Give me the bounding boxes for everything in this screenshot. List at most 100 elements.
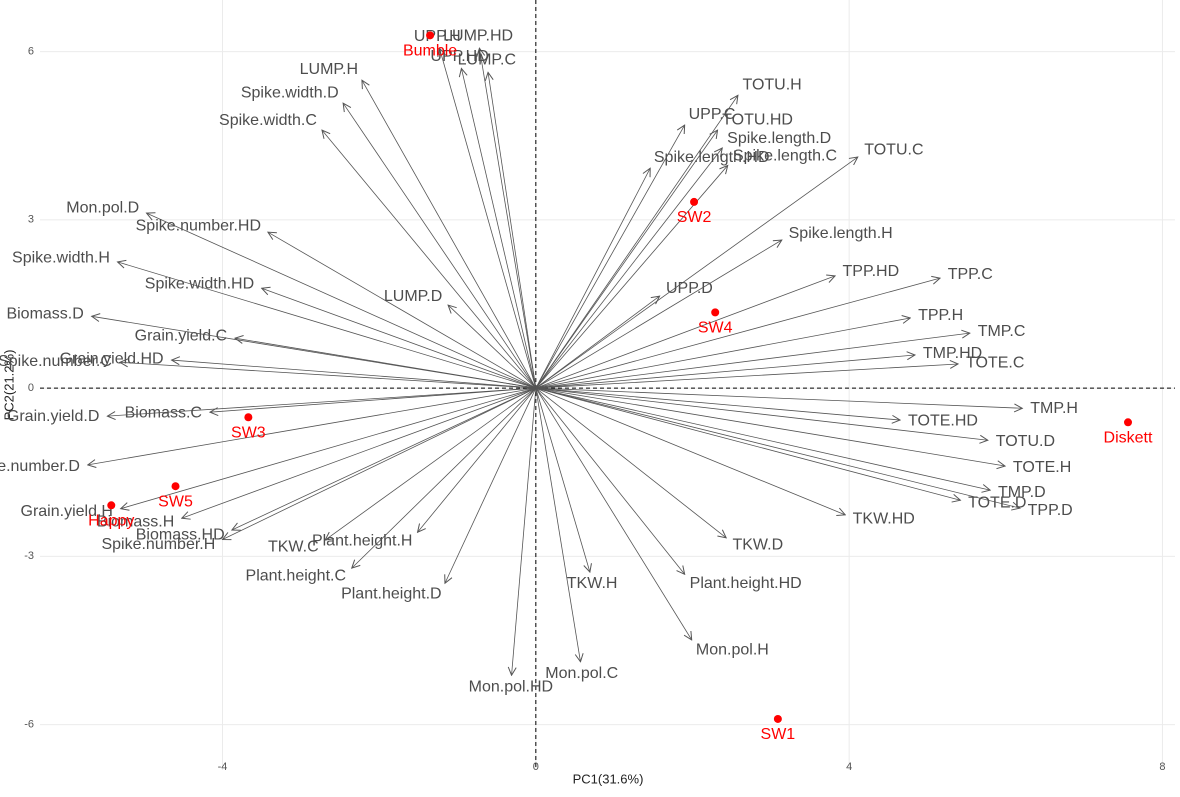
- loading-arrow: [488, 72, 537, 389]
- loading-arrow: [535, 333, 970, 389]
- point-label: SW4: [698, 320, 733, 337]
- arrow-label: Biomass.HD: [136, 526, 225, 543]
- loading-arrow: [210, 387, 536, 412]
- sample-point: [244, 413, 253, 422]
- arrow-label: TOTU.D: [996, 433, 1055, 450]
- loading-arrow: [448, 305, 537, 389]
- arrow-label: TMP.D: [998, 484, 1046, 501]
- loading-arrow: [535, 130, 718, 389]
- point-label: Diskett: [1104, 430, 1153, 447]
- loading-arrow: [262, 288, 536, 389]
- arrow-label: LUMP.C: [458, 52, 516, 69]
- loading-arrow: [268, 232, 537, 389]
- arrow-label: LUMP.HD: [443, 28, 513, 45]
- arrow-label: Spike.length.HD: [654, 149, 770, 166]
- loading-arrow: [535, 125, 685, 389]
- arrow-label: Spike.width.D: [241, 84, 339, 101]
- x-tick-label: 4: [846, 761, 852, 773]
- loading-arrow: [535, 387, 726, 538]
- loading-arrow: [535, 278, 940, 389]
- sample-point: [711, 308, 720, 317]
- arrow-label: TKW.C: [268, 538, 319, 555]
- arrow-label: Spike.width.HD: [145, 275, 254, 292]
- loading-arrow: [120, 362, 536, 389]
- sample-point: [690, 197, 699, 206]
- loading-arrow: [535, 387, 590, 572]
- arrow-label: Grain.yield.H: [21, 503, 113, 520]
- arrow-label: Plant.height.D: [341, 585, 442, 602]
- loading-arrow: [232, 387, 536, 530]
- arrow-label: Mon.pol.C: [545, 665, 618, 682]
- loading-arrow: [535, 387, 990, 490]
- arrow-label: TOTE.HD: [908, 412, 978, 429]
- arrow-label: Biomass.D: [6, 306, 83, 323]
- arrow-label: Spike.length.C: [733, 148, 837, 165]
- loading-arrow: [352, 387, 537, 568]
- loading-arrow: [445, 387, 537, 583]
- loading-arrow: [535, 387, 1020, 508]
- point-label: SW2: [677, 209, 712, 226]
- loading-arrow: [535, 387, 845, 515]
- loading-arrow: [535, 364, 958, 389]
- arrow-label: Spike.number.H: [101, 536, 215, 553]
- loading-arrow: [461, 68, 537, 389]
- loading-arrow: [535, 387, 900, 420]
- y-tick-label: -3: [24, 550, 34, 562]
- arrow-label: Spike.length.D: [727, 130, 831, 147]
- arrow-label: Plant.height.C: [246, 568, 347, 585]
- loading-arrow: [107, 387, 536, 416]
- arrow-label: LUMP.D: [384, 288, 442, 305]
- arrow-label: Spike.width.H: [12, 250, 110, 267]
- arrow-label: TOTU.H: [742, 77, 801, 94]
- sample-point: [773, 714, 782, 723]
- arrow-label: TMP.H: [1030, 400, 1078, 417]
- loading-arrow: [535, 148, 722, 389]
- loading-arrow: [535, 240, 782, 389]
- point-label: SW3: [231, 424, 266, 441]
- x-tick-label: 8: [1159, 761, 1165, 773]
- loading-arrow: [121, 387, 536, 509]
- arrow-label: TPP.C: [948, 266, 993, 283]
- arrow-label: Spike.width.C: [219, 112, 317, 129]
- loading-arrow: [343, 103, 537, 389]
- arrow-label: TOTE.C: [966, 355, 1024, 372]
- point-label: Bumble: [403, 43, 457, 60]
- arrow-label: Spike.number.D: [0, 458, 80, 475]
- sample-point: [171, 482, 180, 491]
- loading-arrow: [535, 276, 835, 389]
- loading-arrow: [118, 262, 536, 389]
- sample-point: [107, 501, 116, 510]
- arrow-label: Plant.height.H: [312, 533, 413, 550]
- arrow-label: TPP.HD: [843, 263, 900, 280]
- y-tick-label: 3: [28, 214, 34, 226]
- y-tick-label: -6: [24, 718, 34, 730]
- x-axis-title: PC1(31.6%): [573, 771, 644, 786]
- loading-arrow: [535, 387, 1022, 408]
- loading-arrow: [535, 355, 915, 389]
- arrow-label: TOTU.HD: [722, 112, 793, 129]
- arrow-label: Spike.number.HD: [136, 217, 261, 234]
- loading-arrow: [535, 387, 692, 640]
- y-tick-label: 6: [28, 46, 34, 58]
- arrow-label: Grain.yield.C: [135, 327, 227, 344]
- loading-arrow: [325, 387, 537, 540]
- y-tick-label: 0: [28, 382, 34, 394]
- loading-arrow: [182, 387, 536, 518]
- arrow-label: Mon.pol.HD: [469, 678, 553, 695]
- loading-arrow: [223, 387, 537, 539]
- loading-arrow: [88, 387, 536, 465]
- arrow-label: Mon.pol.D: [66, 199, 139, 216]
- loading-arrow: [535, 387, 685, 574]
- arrow-label: TPP.H: [918, 307, 963, 324]
- loading-arrow: [512, 388, 537, 675]
- point-label: SW5: [158, 493, 193, 510]
- loading-arrow: [322, 130, 537, 389]
- loading-arrow: [479, 48, 537, 389]
- loading-arrow: [418, 387, 537, 532]
- arrow-label: TKW.HD: [853, 511, 915, 528]
- loading-arrow: [92, 316, 536, 389]
- loading-arrow: [535, 157, 858, 389]
- arrow-label: Plant.height.HD: [690, 575, 802, 592]
- loading-arrow: [172, 360, 536, 389]
